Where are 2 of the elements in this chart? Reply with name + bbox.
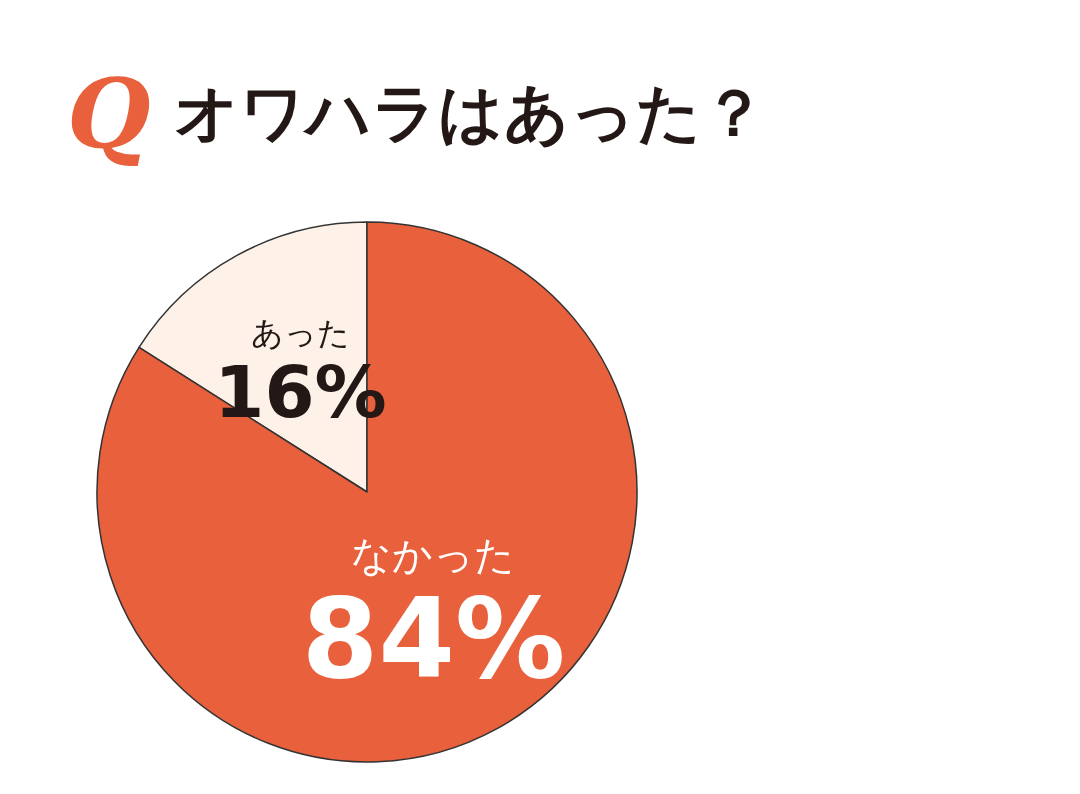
slice-label: あった <box>251 314 351 353</box>
chart-title: Q オワハラはあった？ <box>67 56 766 170</box>
